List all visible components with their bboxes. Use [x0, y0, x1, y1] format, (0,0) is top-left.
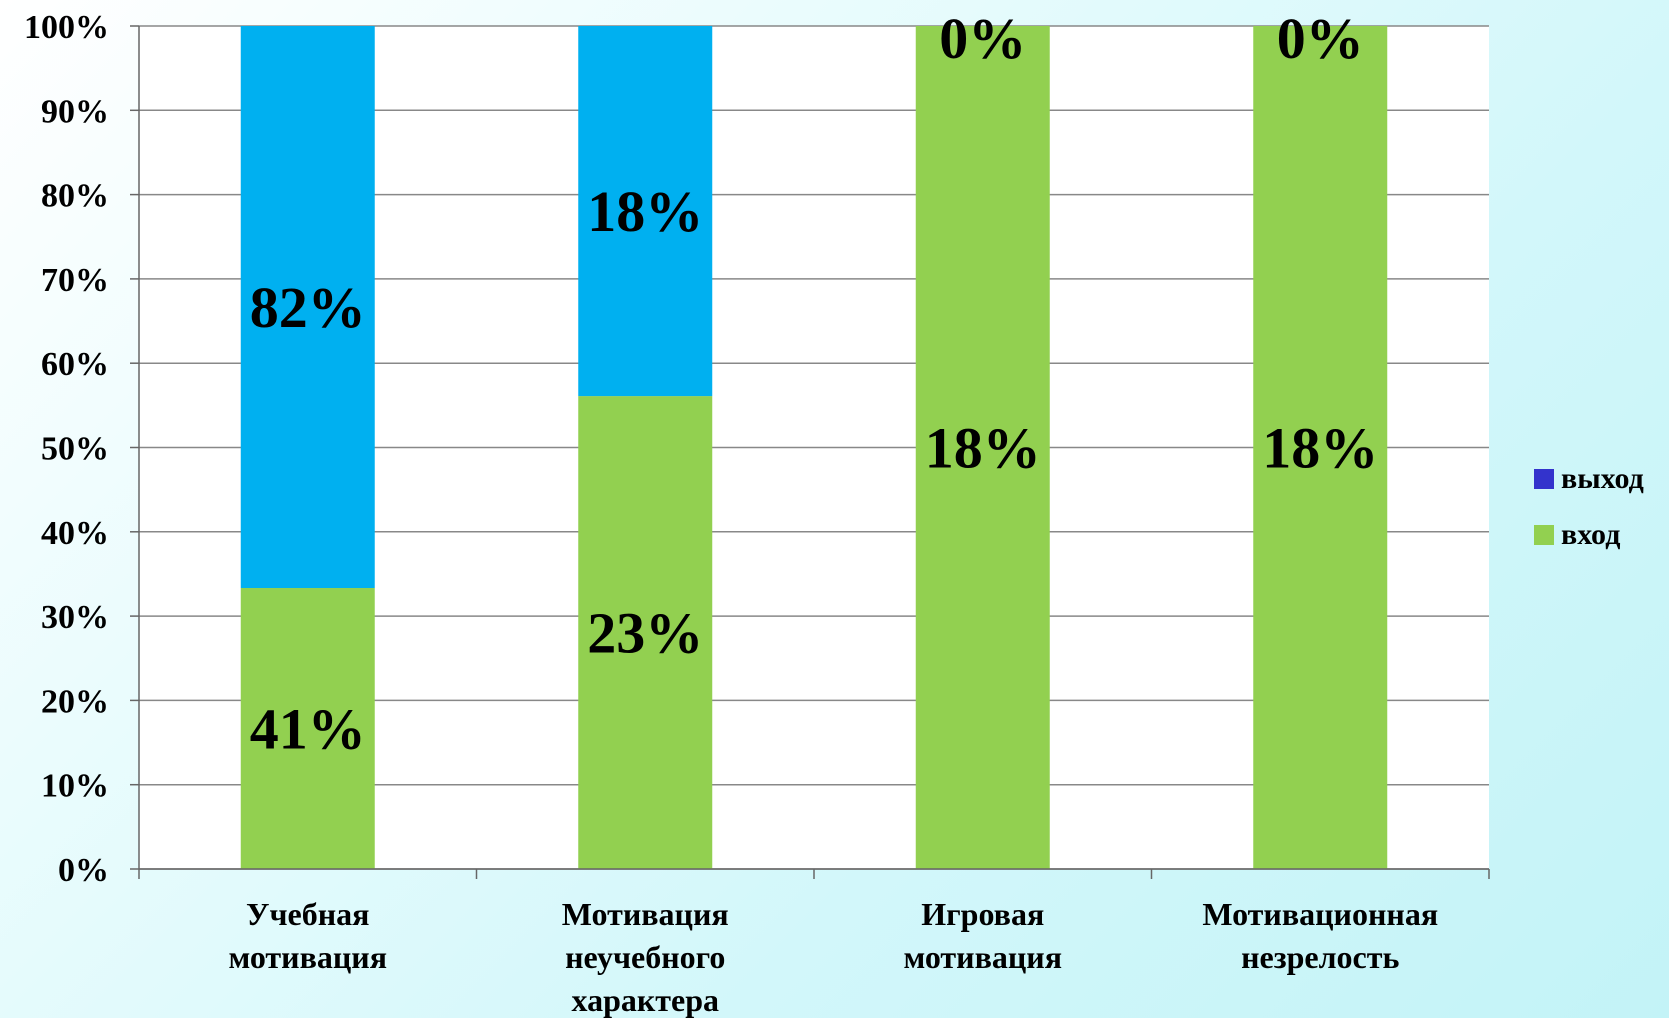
data-label-выход: 82% — [250, 275, 366, 340]
data-label-выход: 0% — [1277, 6, 1364, 71]
data-label-вход: 23% — [587, 601, 703, 666]
legend-label-вход: вход — [1561, 518, 1620, 551]
legend-swatch-выход — [1534, 469, 1554, 489]
x-category-label: Мотивация неучебного характера — [562, 896, 729, 1018]
data-label-вход: 18% — [1262, 416, 1378, 481]
data-label-выход: 18% — [587, 179, 703, 244]
y-tick-label: 0% — [58, 852, 109, 889]
y-axis-ticks: 0% 10% 20% 30% 40% 50% 60% 70% 80% 90% 100% — [24, 9, 139, 889]
x-category-label: Учебная мотивация — [228, 896, 387, 975]
x-category-label: Мотивационная незрелость — [1202, 896, 1438, 975]
y-tick-label: 10% — [41, 768, 109, 805]
y-tick-label: 20% — [41, 683, 109, 720]
data-label-вход: 18% — [925, 416, 1041, 481]
y-tick-label: 60% — [41, 346, 109, 383]
y-tick-label: 50% — [41, 431, 109, 468]
y-tick-label: 30% — [41, 599, 109, 636]
legend-label-выход: выход — [1561, 462, 1644, 495]
y-tick-label: 100% — [24, 9, 109, 46]
x-category-label: Игровая мотивация — [903, 896, 1062, 975]
legend-swatch-вход — [1534, 525, 1554, 545]
y-tick-label: 70% — [41, 262, 109, 299]
y-tick-label: 90% — [41, 93, 109, 130]
data-label-выход: 0% — [939, 6, 1026, 71]
y-tick-label: 80% — [41, 178, 109, 215]
y-tick-label: 40% — [41, 515, 109, 552]
data-label-вход: 41% — [250, 697, 366, 762]
legend: выход вход — [1534, 462, 1644, 551]
x-axis-category-labels: Учебная мотивация Мотивация неучебного харак… — [228, 896, 1438, 1018]
